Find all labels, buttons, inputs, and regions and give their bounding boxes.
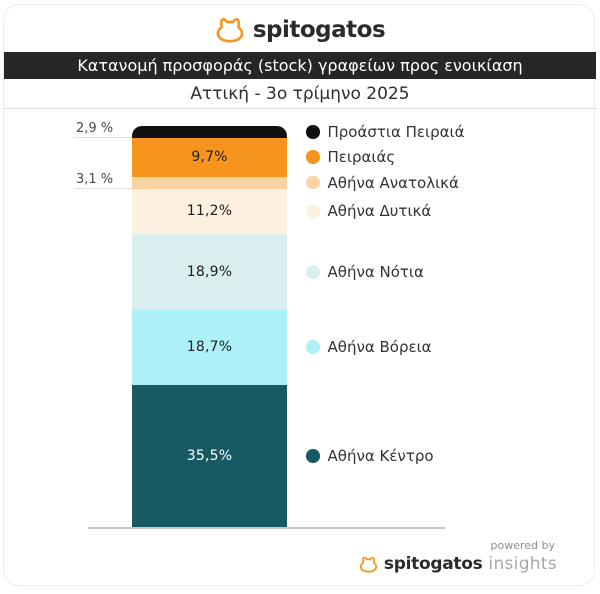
segment-value-label: 9,7%: [191, 149, 228, 166]
legend-dot: [306, 449, 320, 463]
leader-line: [74, 187, 132, 189]
legend-item-5: Αθήνα Νότια: [306, 262, 424, 282]
chart-title-bar: Κατανομή προσφοράς (stock) γραφείων προς…: [4, 52, 596, 79]
card-background: [3, 4, 595, 586]
bar-segment-6: 18,7%: [132, 309, 287, 385]
segment-value-label: 18,9%: [186, 263, 233, 280]
legend-label: Αθήνα Κέντρο: [327, 446, 434, 465]
legend-label: Αθήνα Ανατολικά: [327, 173, 459, 192]
legend-dot: [306, 340, 320, 354]
legend-item-2: Πειραιάς: [306, 147, 395, 167]
legend-dot: [306, 150, 320, 164]
segment-value-label: 35,5%: [186, 447, 233, 464]
footer-brand-row: spitogatos insights: [359, 554, 557, 574]
header-divider: [4, 108, 596, 109]
bar-segment-7: 35,5%: [132, 384, 287, 527]
chart-title: Κατανομή προσφοράς (stock) γραφείων προς…: [77, 56, 523, 75]
legend-item-3: Αθήνα Ανατολικά: [306, 173, 459, 193]
bar-segment-5: 18,9%: [132, 233, 287, 310]
leader-line: [74, 136, 132, 138]
cat-logo-icon: [216, 17, 244, 43]
bar-segment-4: 11,2%: [132, 188, 287, 234]
cat-logo-icon-small: [359, 556, 378, 573]
segment-value-label: 11,2%: [186, 203, 233, 220]
footer: powered by spitogatos insights: [359, 539, 557, 574]
stacked-bar: 9,7% 11,2% 18,9% 18,7% 35,5%: [132, 126, 287, 527]
chart-subtitle: Αττική - 3ο τρίμηνο 2025: [190, 84, 410, 104]
legend-dot: [306, 204, 320, 219]
segment-value-label: 18,7%: [186, 339, 233, 356]
legend-dot: [306, 125, 320, 139]
legend-item-6: Αθήνα Βόρεια: [306, 337, 432, 357]
bar-segment-3: [132, 176, 287, 189]
segment-value-label-outside: 3,1 %: [76, 171, 114, 187]
legend-label: Πειραιάς: [327, 148, 396, 167]
legend-label: Αθήνα Βόρεια: [327, 338, 432, 357]
bar-segment-2: 9,7%: [132, 137, 287, 177]
legend-label: Προάστια Πειραιά: [327, 122, 465, 141]
legend-label: Αθήνα Δυτικά: [327, 202, 432, 221]
segment-value-label-outside: 2,9 %: [76, 120, 114, 136]
footer-brand-name: spitogatos: [383, 554, 483, 574]
brand-name: spitogatos: [252, 17, 386, 43]
legend-dot: [306, 175, 320, 190]
logo-header: spitogatos: [0, 14, 600, 46]
baseline-axis: [88, 527, 445, 529]
legend-item-1: Προάστια Πειραιά: [306, 122, 464, 142]
powered-by-text: powered by: [490, 539, 556, 552]
legend-item-4: Αθήνα Δυτικά: [306, 201, 431, 221]
legend-item-7: Αθήνα Κέντρο: [306, 446, 434, 466]
legend-dot: [306, 265, 320, 279]
bar-segment-1: [132, 126, 287, 138]
footer-brand-suffix: insights: [488, 554, 557, 574]
legend-label: Αθήνα Νότια: [327, 262, 424, 281]
